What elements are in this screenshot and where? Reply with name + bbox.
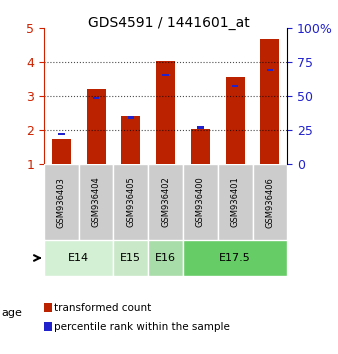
FancyBboxPatch shape xyxy=(44,164,79,240)
Bar xyxy=(232,85,239,87)
Text: E15: E15 xyxy=(120,253,141,263)
Text: transformed count: transformed count xyxy=(54,303,151,313)
Bar xyxy=(162,74,169,76)
Text: GSM936404: GSM936404 xyxy=(92,177,101,228)
Text: GSM936405: GSM936405 xyxy=(126,177,135,228)
FancyBboxPatch shape xyxy=(183,164,218,240)
FancyBboxPatch shape xyxy=(148,164,183,240)
FancyBboxPatch shape xyxy=(218,164,252,240)
Text: percentile rank within the sample: percentile rank within the sample xyxy=(54,322,230,332)
FancyBboxPatch shape xyxy=(114,164,148,240)
FancyBboxPatch shape xyxy=(148,240,183,276)
Text: E16: E16 xyxy=(155,253,176,263)
Text: GSM936403: GSM936403 xyxy=(57,177,66,228)
Text: GSM936402: GSM936402 xyxy=(161,177,170,228)
FancyBboxPatch shape xyxy=(183,240,287,276)
Bar xyxy=(93,97,99,99)
Text: E14: E14 xyxy=(68,253,89,263)
Text: age: age xyxy=(2,308,23,318)
Text: GSM936401: GSM936401 xyxy=(231,177,240,228)
Bar xyxy=(267,69,273,71)
Bar xyxy=(156,61,175,164)
Bar xyxy=(52,139,71,164)
Bar xyxy=(87,89,106,164)
Text: E17.5: E17.5 xyxy=(219,253,251,263)
Text: GSM936406: GSM936406 xyxy=(265,177,274,228)
Bar xyxy=(197,126,204,129)
Text: GSM936400: GSM936400 xyxy=(196,177,205,228)
FancyBboxPatch shape xyxy=(79,164,114,240)
Bar xyxy=(127,116,134,119)
FancyBboxPatch shape xyxy=(252,164,287,240)
Text: GDS4591 / 1441601_at: GDS4591 / 1441601_at xyxy=(88,16,250,30)
Bar xyxy=(121,116,140,164)
Bar xyxy=(260,39,280,164)
FancyBboxPatch shape xyxy=(114,240,148,276)
FancyBboxPatch shape xyxy=(44,240,114,276)
Bar xyxy=(58,132,65,135)
Bar xyxy=(225,76,245,164)
Bar xyxy=(191,129,210,164)
